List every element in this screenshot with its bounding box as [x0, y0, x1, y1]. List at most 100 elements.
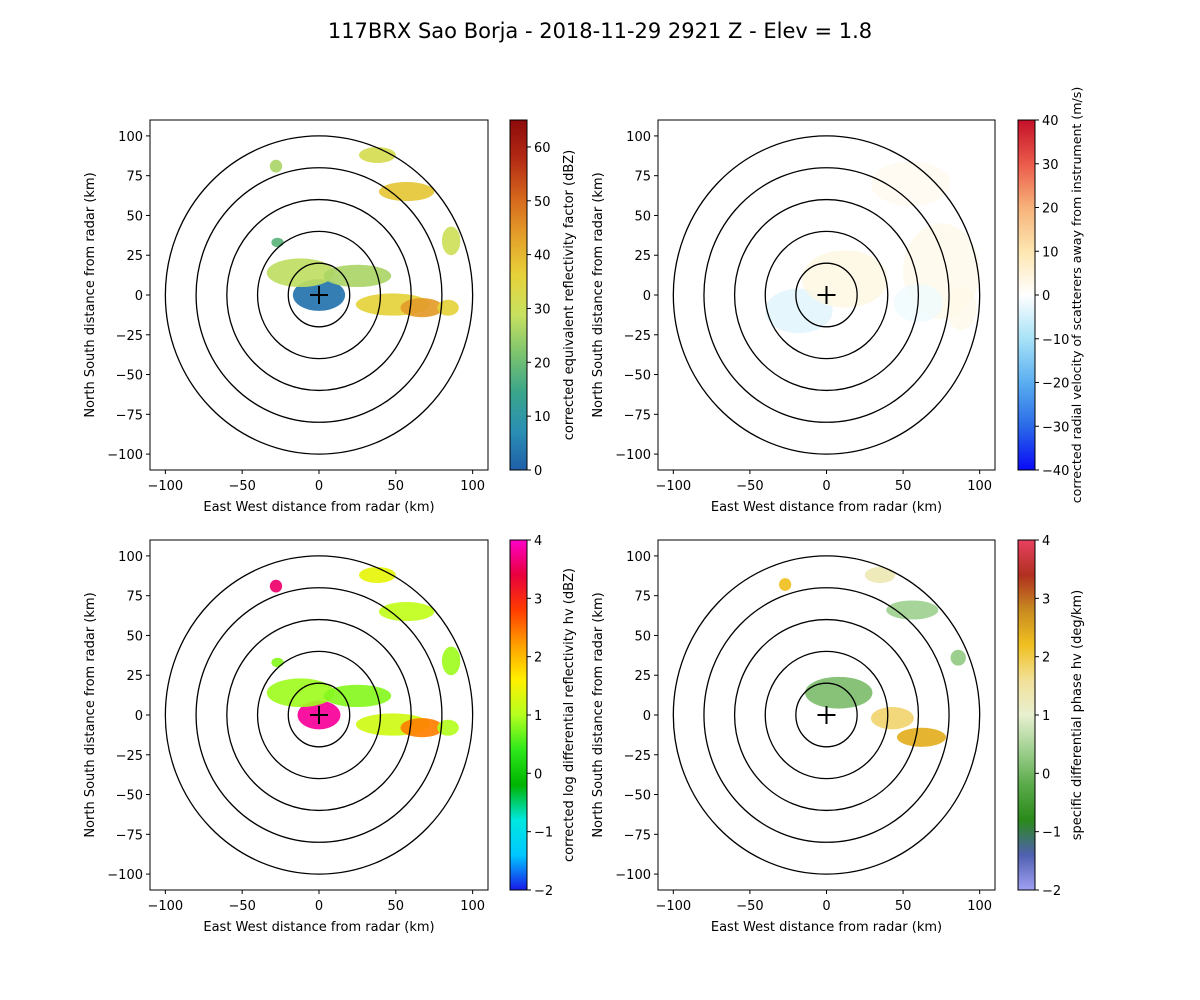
x-tick-label: −100	[655, 479, 691, 494]
colorbar-tick-label: −40	[1042, 464, 1069, 479]
range-ring-60km	[226, 198, 412, 392]
colorbar-tick-label: 2	[1042, 651, 1050, 666]
range-ring-60km	[733, 198, 920, 392]
colorbar-tick-label: 3	[1042, 592, 1050, 607]
y-tick-label: 75	[126, 590, 143, 605]
x-tick-label: 50	[895, 479, 912, 494]
colorbar-tick-label: −1	[1042, 826, 1061, 841]
y-tick-label: −100	[615, 868, 651, 883]
range-ring-100km	[164, 555, 474, 875]
colorbar-tick-label: 20	[534, 356, 551, 371]
x-tick-label: 50	[388, 899, 405, 914]
range-ring-40km	[764, 650, 889, 780]
range-ring-80km	[195, 167, 443, 423]
x-tick-label: 100	[460, 479, 485, 494]
radar-echo-7	[378, 182, 435, 202]
y-tick-label: 0	[643, 289, 651, 304]
radar-echo-6	[437, 719, 459, 736]
range-ring-60km	[733, 618, 920, 812]
colorbar-label: corrected radial velocity of scatterers …	[1069, 87, 1084, 504]
radar-echo-3	[323, 264, 392, 288]
y-tick-label: 25	[126, 669, 143, 684]
echo-layer	[765, 161, 980, 334]
y-tick-label: 50	[634, 629, 651, 644]
colorbar-tick-label: 10	[1042, 245, 1059, 260]
colorbar-tick-label: 20	[1042, 202, 1059, 217]
range-ring-40km	[764, 230, 889, 360]
colorbar-tick-label: 50	[534, 195, 551, 210]
y-axis-label: North South distance from radar (km)	[83, 172, 98, 417]
radar-echo-2	[266, 678, 335, 708]
y-tick-label: 100	[626, 130, 651, 145]
colorbar-tick-label: 0	[1042, 289, 1050, 304]
x-tick-label: 0	[315, 899, 323, 914]
range-ring-20km	[287, 682, 351, 748]
range-ring-100km	[672, 135, 981, 455]
colorbar-tick-label: 0	[1042, 767, 1050, 782]
range-ring-80km	[703, 587, 950, 843]
y-tick-label: −75	[116, 408, 143, 423]
y-tick-label: 25	[126, 249, 143, 264]
range-ring-100km	[672, 555, 981, 875]
y-tick-label: −25	[116, 329, 143, 344]
colorbar-tick-label: 30	[1042, 158, 1059, 173]
x-tick-label: −50	[228, 899, 255, 914]
x-axis-label: East West distance from radar (km)	[203, 920, 434, 935]
radar-echo-7	[378, 602, 435, 622]
radar-echo-8	[358, 147, 396, 163]
x-tick-label: 50	[895, 899, 912, 914]
range-ring-20km	[287, 262, 351, 328]
panel-velocity: −100 −50 0 50 1001007550250−25−50−75−100East…	[591, 87, 1084, 515]
colorbar-tick-label: −30	[1042, 420, 1069, 435]
y-tick-label: 75	[634, 170, 651, 185]
y-tick-label: 100	[118, 550, 143, 565]
radar-echo-10	[269, 159, 283, 173]
range-ring-80km	[195, 587, 443, 843]
panel-reflectivity: −100 −50 0 50 1001007550250−25−50−75−100East…	[83, 119, 577, 515]
colorbar-tick-label: 3	[534, 592, 542, 607]
colorbar-tick-label: 40	[1042, 114, 1059, 129]
echo-layer	[266, 147, 461, 318]
range-ring-20km	[795, 262, 858, 328]
colorbar-label: corrected equivalent reflectivity factor…	[562, 150, 577, 441]
y-tick-label: 0	[135, 709, 143, 724]
y-tick-label: 25	[634, 669, 651, 684]
x-axis-label: East West distance from radar (km)	[203, 500, 434, 515]
colorbar-tick-label: 1	[1042, 709, 1050, 724]
x-tick-label: −50	[228, 479, 255, 494]
y-tick-label: −75	[116, 828, 143, 843]
radar-echo-6	[437, 299, 459, 316]
y-tick-label: −50	[624, 369, 651, 384]
x-tick-label: −50	[736, 899, 763, 914]
y-tick-label: 50	[126, 209, 143, 224]
y-axis-label: North South distance from radar (km)	[591, 172, 606, 417]
colorbar	[509, 119, 528, 471]
x-tick-label: 100	[967, 479, 992, 494]
x-tick-label: −50	[736, 479, 763, 494]
y-tick-label: −100	[615, 448, 651, 463]
y-tick-label: 75	[634, 590, 651, 605]
y-tick-label: 0	[643, 709, 651, 724]
colorbar-tick-label: 10	[534, 410, 551, 425]
y-axis-label: North South distance from radar (km)	[591, 592, 606, 837]
x-tick-label: −100	[148, 479, 184, 494]
y-tick-label: −75	[624, 828, 651, 843]
x-axis-label: East West distance from radar (km)	[711, 500, 942, 515]
colorbar-tick-label: −20	[1042, 377, 1069, 392]
range-ring-20km	[795, 682, 858, 748]
colorbar-tick-label: −2	[534, 884, 553, 899]
colorbar	[1017, 539, 1036, 891]
echo-layer	[266, 567, 461, 738]
radar-echo-4	[870, 161, 951, 206]
y-tick-label: −50	[116, 789, 143, 804]
radar-echo-3	[896, 727, 946, 747]
colorbar-tick-label: −1	[534, 826, 553, 841]
radar-echo-5	[864, 567, 896, 583]
y-tick-label: −100	[107, 868, 143, 883]
colorbar-tick-label: −10	[1042, 333, 1069, 348]
x-tick-label: 0	[315, 479, 323, 494]
y-tick-label: 0	[135, 289, 143, 304]
radar-echo-5	[400, 718, 444, 738]
x-tick-label: −100	[148, 899, 184, 914]
